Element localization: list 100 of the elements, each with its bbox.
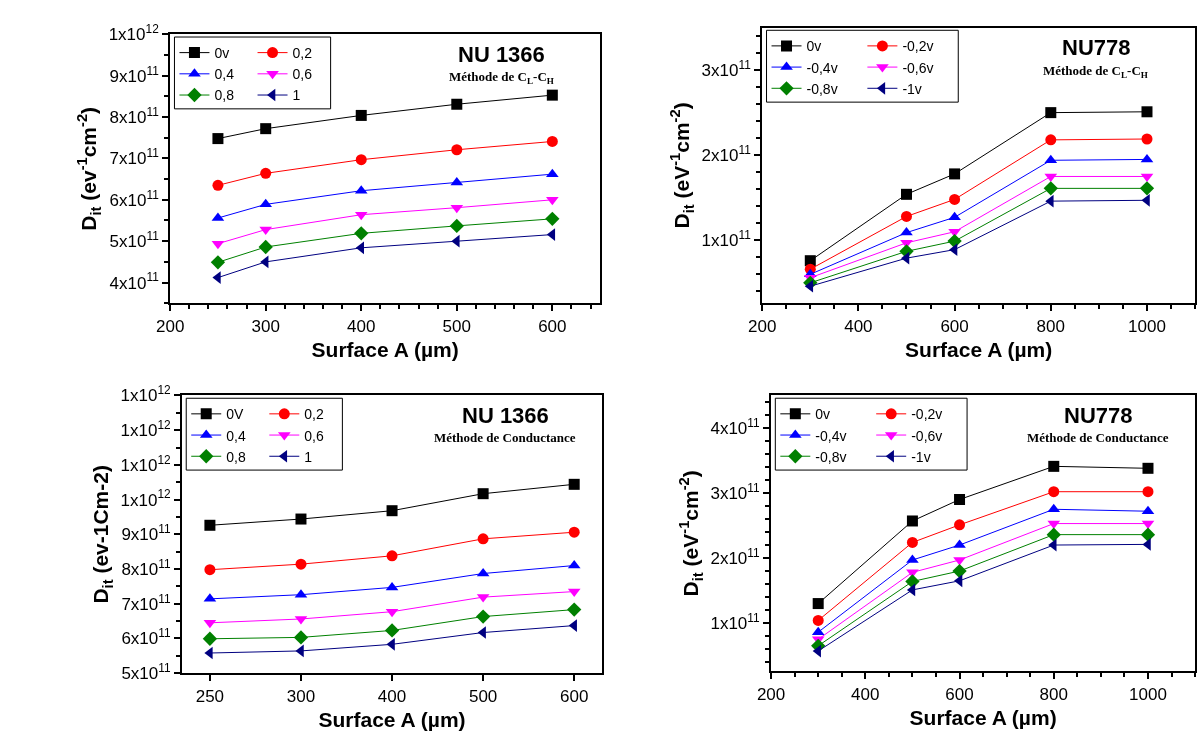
- point: [952, 563, 967, 579]
- legend-label: -0,8v: [815, 448, 847, 465]
- point: [450, 176, 464, 186]
- x-tick-label: 1000: [1128, 316, 1166, 336]
- legend-label: -0,2v: [902, 38, 934, 55]
- y-tick-label: 2x10$^{11}$: [710, 545, 761, 568]
- legend-label: -0,4v: [806, 59, 838, 76]
- legend-label: -1v: [902, 80, 922, 97]
- point: [450, 204, 464, 214]
- point: [211, 240, 225, 250]
- x-tick-label: 300: [251, 316, 280, 336]
- y-tick-label: 1x10$^{11}$: [710, 610, 761, 634]
- point: [385, 581, 399, 591]
- point: [567, 602, 582, 617]
- point: [1140, 153, 1154, 163]
- y-tick-label: 2x10$^{11}$: [701, 142, 752, 166]
- point: [451, 98, 463, 110]
- point: [1140, 527, 1156, 542]
- y-tick-label: 7x10$^{11}$: [121, 591, 172, 614]
- x-axis-title: Surface A (µm): [909, 706, 1057, 730]
- legend-label: 1: [292, 87, 301, 104]
- legend-label: -0,2v: [911, 406, 943, 423]
- legend-label: 0v: [806, 38, 822, 55]
- point: [567, 588, 581, 598]
- point: [204, 519, 216, 531]
- x-tick-label: 400: [347, 316, 376, 336]
- point: [906, 536, 918, 548]
- x-tick-label: 200: [756, 684, 786, 704]
- point: [475, 609, 491, 624]
- point: [546, 228, 556, 241]
- point: [804, 279, 814, 293]
- point: [385, 608, 399, 618]
- point: [954, 494, 966, 506]
- point: [295, 558, 307, 570]
- point: [949, 168, 961, 180]
- x-axis-title: Surface A (µm): [318, 708, 466, 732]
- point: [906, 515, 918, 527]
- point: [212, 179, 224, 191]
- legend-label: -0,4v: [815, 427, 847, 444]
- point: [386, 550, 398, 562]
- x-tick-label: 800: [1036, 316, 1065, 336]
- point: [259, 198, 273, 208]
- legend-label: -0,6v: [911, 427, 943, 444]
- point: [546, 89, 558, 101]
- x-tick-label: 500: [442, 316, 471, 336]
- point: [545, 211, 560, 226]
- point: [355, 109, 367, 121]
- point: [1139, 181, 1155, 196]
- y-tick-label: 5x10$^{11}$: [121, 660, 172, 684]
- point: [954, 519, 966, 531]
- point: [1141, 106, 1153, 118]
- y-tick-label: 8x10$^{11}$: [121, 556, 172, 579]
- point: [1047, 503, 1061, 513]
- point: [354, 211, 368, 221]
- y-tick-label: 4x10$^{11}$: [710, 415, 761, 438]
- y-tick-label: 1x10$^{12}$: [108, 22, 160, 45]
- point: [204, 564, 216, 576]
- point: [293, 630, 309, 645]
- y-tick-label: 4x10$^{11}$: [109, 270, 160, 293]
- point: [1141, 133, 1153, 145]
- point: [1048, 486, 1060, 498]
- y-tick-label: 5x10$^{11}$: [109, 229, 160, 252]
- point: [212, 133, 224, 145]
- legend-label: -0,6v: [902, 59, 934, 76]
- point: [1044, 154, 1058, 164]
- text: Méthode de C$_{L}$-C$_{H}$: [449, 69, 554, 86]
- x-tick-label: 250: [195, 686, 225, 706]
- point: [812, 598, 824, 610]
- point: [477, 533, 489, 545]
- y-tick-label: 3x10$^{11}$: [710, 480, 761, 503]
- point: [260, 167, 272, 179]
- text: Méthode de Conductance: [434, 430, 576, 445]
- point: [259, 226, 273, 236]
- y-tick-label: 9x10$^{11}$: [109, 63, 160, 86]
- legend-label: 0v: [815, 406, 831, 423]
- y-tick-label: 1x10$^{12}$: [120, 383, 171, 406]
- point: [354, 226, 369, 241]
- legend-label: 0,2: [304, 406, 324, 423]
- point: [900, 188, 912, 200]
- point: [355, 154, 367, 166]
- point: [202, 631, 218, 646]
- legend-label: 0,4: [214, 66, 235, 83]
- y-tick-label: 1x10$^{12}$: [120, 417, 171, 441]
- point: [258, 239, 273, 255]
- point: [546, 135, 558, 147]
- x-tick-label: 400: [377, 686, 407, 706]
- legend-label: -1v: [911, 448, 931, 465]
- legend-label: 0V: [226, 406, 245, 423]
- point: [1046, 527, 1061, 542]
- x-tick-label: 400: [851, 684, 880, 704]
- y-tick-label: 6x10$^{11}$: [121, 626, 172, 649]
- point: [900, 251, 910, 265]
- point: [568, 526, 580, 538]
- y-tick-label: 7x10$^{11}$: [109, 146, 160, 169]
- point: [260, 123, 272, 135]
- y-tick-label: 1x10$^{12}$: [120, 487, 171, 510]
- legend-label: 0v: [214, 45, 230, 62]
- text: Méthode de Conductance: [1027, 430, 1169, 445]
- chart-title: NU 1366: [462, 403, 549, 428]
- x-tick-label: 400: [844, 316, 873, 336]
